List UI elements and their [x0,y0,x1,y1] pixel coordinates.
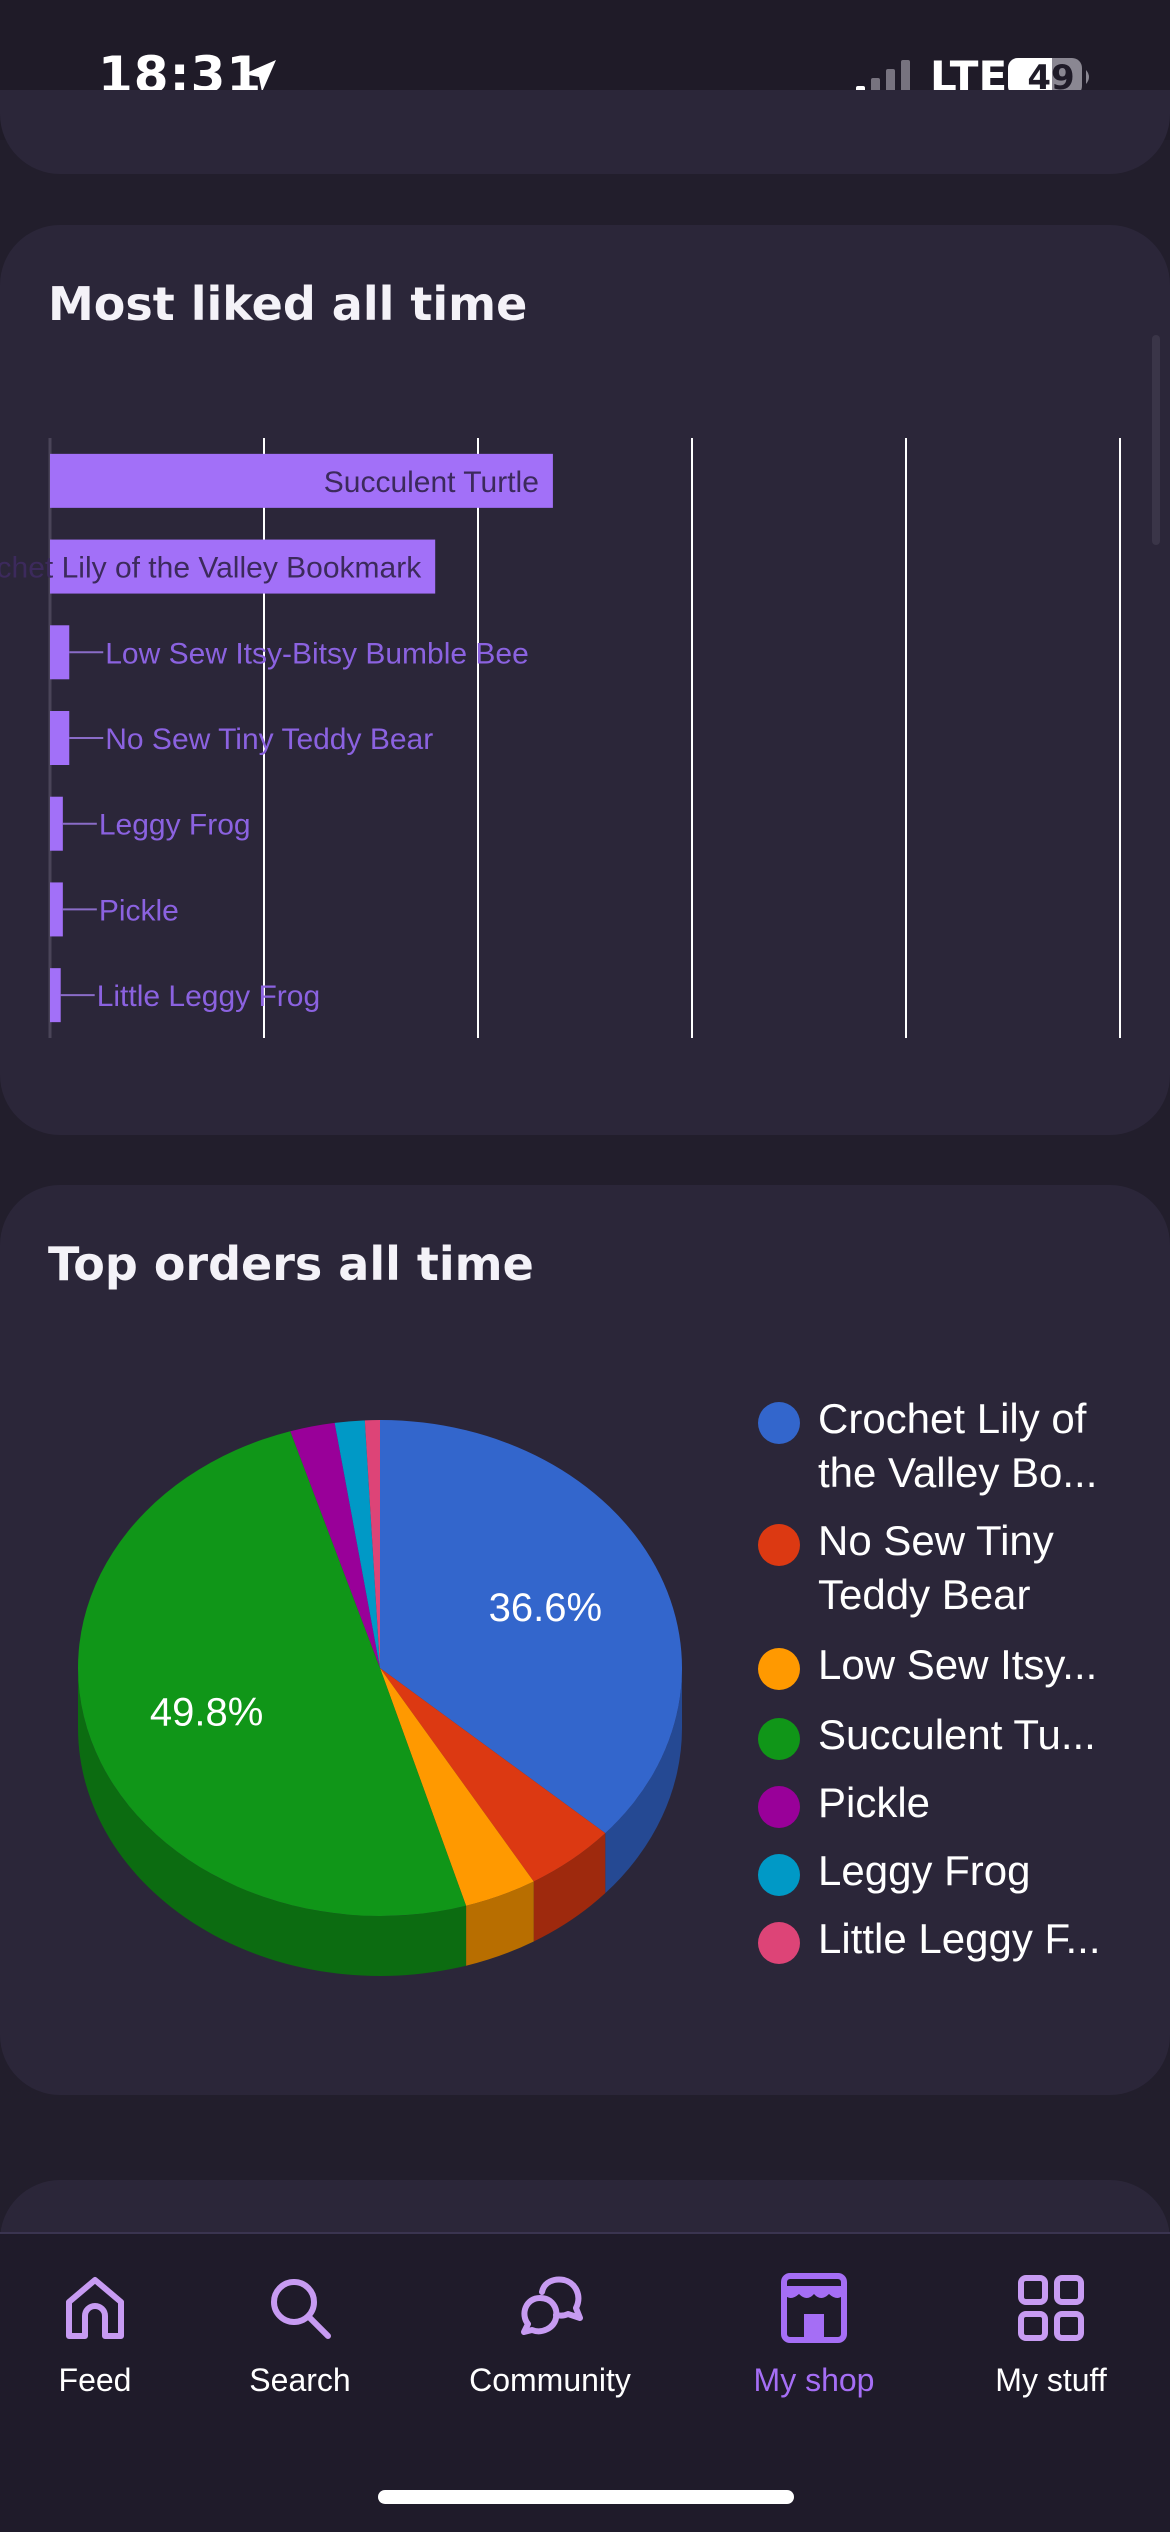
bar[interactable] [50,625,70,680]
bar[interactable] [50,539,436,594]
tab-label: My shop [753,2362,875,2398]
bar[interactable] [50,882,63,937]
legend-item[interactable]: Succulent Tu... [758,1708,1138,1762]
pie-slice-side [605,1668,682,1894]
tab-search[interactable]: Search [240,2272,360,2399]
tab-my-shop[interactable]: My shop [746,2272,882,2399]
scroll-indicator[interactable] [1152,335,1160,545]
bar-label: Leggy Frog [99,809,251,842]
home-indicator[interactable] [378,2490,794,2504]
home-icon [66,2277,124,2339]
most-liked-title: Most liked all time [48,277,528,331]
bar-label: Crochet Lily of the Valley Bookmark [0,552,422,585]
bar[interactable] [50,796,63,851]
legend-label: Little Leggy F... [818,1915,1101,1962]
grid-icon [1018,2275,1084,2341]
pie-slice[interactable] [334,1420,380,1668]
shop-icon [781,2273,847,2343]
legend-swatch [758,1648,800,1690]
legend-label: No Sew Tiny Teddy Bear [818,1517,1054,1618]
legend-label: Low Sew Itsy... [818,1641,1098,1688]
legend-label: Succulent Tu... [818,1711,1096,1758]
legend-swatch [758,1402,800,1444]
pie-slice[interactable] [290,1422,380,1668]
pie-data-label: 49.8% [150,1690,263,1734]
most-liked-card: Most liked all time [0,225,1170,1135]
bar-label: Low Sew Itsy-Bitsy Bumble Bee [105,637,529,670]
tab-label: Search [249,2362,351,2398]
pie-slice-side [533,1833,606,1942]
legend-swatch [758,1786,800,1828]
bar[interactable] [50,711,70,765]
most-liked-bar-chart: Succulent Turtle Crochet Lily of the Vall… [0,438,1121,1038]
previous-card [0,90,1170,174]
legend-label: Pickle [818,1779,931,1826]
pie-slice[interactable] [380,1668,606,1882]
tab-label: Community [469,2362,631,2398]
tab-feed[interactable]: Feed [45,2272,145,2399]
top-orders-pie-chart: 36.6% 49.8% [78,1420,682,1976]
chat-bubbles-icon [521,2276,583,2335]
bar-label: Little Leggy Frog [97,980,320,1013]
legend-item[interactable]: Leggy Frog [758,1844,1138,1898]
bar[interactable] [50,453,553,508]
search-icon [271,2279,331,2339]
bar-label: Succulent Turtle [324,466,539,499]
legend-swatch [758,1718,800,1760]
legend-label: Leggy Frog [818,1847,1031,1894]
battery-icon [1008,58,1089,96]
pie-side-walls [78,1668,682,1976]
tab-bar: Feed Search Community My shop My stuff [0,2232,1170,2532]
top-orders-title: Top orders all time [48,1237,534,1291]
pie-data-label: 36.6% [489,1586,602,1630]
legend-item[interactable]: No Sew Tiny Teddy Bear [758,1514,1138,1622]
legend-item[interactable]: Little Leggy F... [758,1912,1138,1966]
bar-label: Pickle [99,894,179,927]
tab-label: Feed [58,2362,132,2398]
pie-slice[interactable] [364,1420,380,1668]
legend-item[interactable]: Low Sew Itsy... [758,1638,1138,1692]
bar[interactable] [50,968,61,1023]
location-arrow-icon [244,60,276,92]
tab-community[interactable]: Community [460,2272,640,2399]
legend-item[interactable]: Crochet Lily of the Valley Bo... [758,1392,1138,1500]
pie-slice-side [466,1881,534,1966]
legend-item[interactable]: Pickle [758,1776,1138,1830]
legend-label: Crochet Lily of the Valley Bo... [818,1395,1098,1496]
pie-slice[interactable] [78,1431,467,1916]
pie-slice[interactable] [380,1668,534,1906]
legend-swatch [758,1524,800,1566]
legend-swatch [758,1922,800,1964]
legend-swatch [758,1854,800,1896]
bar-label: No Sew Tiny Teddy Bear [105,723,433,756]
pie-slice-side [78,1668,467,1976]
tab-label: My stuff [995,2362,1107,2398]
tab-my-stuff[interactable]: My stuff [986,2272,1116,2399]
pie-slice[interactable] [380,1420,682,1834]
